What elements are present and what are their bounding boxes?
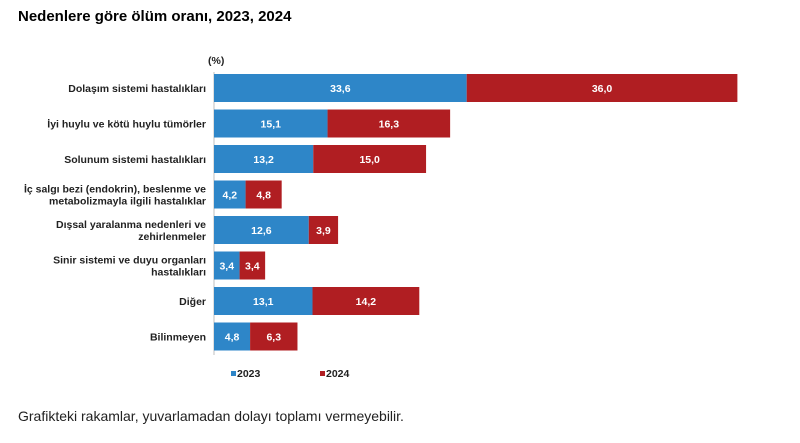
bar-2023 — [214, 145, 314, 173]
bar-2023 — [214, 109, 328, 138]
data-label-2024: 3,9 — [316, 225, 331, 237]
bar-2024 — [308, 216, 339, 244]
data-label-2024: 36,0 — [592, 83, 613, 95]
category-label: Solunum sistemi hastalıkları — [64, 154, 206, 166]
category-label: Diğer — [179, 296, 206, 308]
data-label-2023: 4,2 — [222, 190, 237, 202]
data-label-2024: 6,3 — [266, 332, 281, 344]
bar-2023 — [214, 251, 240, 280]
data-label-2023: 12,6 — [251, 225, 272, 237]
data-label-2023: 13,2 — [253, 154, 274, 166]
category-label: Dolaşım sistemi hastalıkları — [68, 83, 206, 95]
category-label: Bilinmeyen — [150, 332, 206, 344]
data-label-2023: 13,1 — [253, 296, 274, 308]
data-label-2024: 4,8 — [256, 190, 271, 202]
legend-swatch-2023 — [231, 371, 236, 376]
bar-2023 — [214, 74, 467, 102]
bar-2024 — [327, 109, 451, 138]
data-label-2023: 33,6 — [330, 83, 351, 95]
data-label-2024: 3,4 — [245, 261, 260, 273]
bar-2024 — [313, 145, 427, 173]
bar-2023 — [214, 322, 251, 351]
data-label-2023: 4,8 — [225, 332, 240, 344]
chart-title: Nedenlere göre ölüm oranı, 2023, 2024 — [18, 8, 292, 25]
category-label: İyi huylu ve kötü huylu tümörler — [47, 118, 206, 131]
bar-2024 — [239, 251, 266, 280]
data-label-2024: 15,0 — [359, 154, 380, 166]
category-label: İç salgı bezi (endokrin), beslenme ve met… — [24, 183, 206, 208]
bar-2024 — [466, 74, 738, 102]
footnote: Grafikteki rakamlar, yuvarlamadan dolayı… — [18, 408, 404, 424]
data-label-2023: 3,4 — [219, 261, 234, 273]
bar-2024 — [245, 180, 282, 209]
legend-label-2024: 2024 — [326, 368, 350, 380]
bar-2023 — [214, 216, 309, 244]
legend-swatch-2024 — [320, 371, 325, 376]
bar-2024 — [312, 287, 420, 315]
category-label: Sinir sistemi ve duyu organları hastalıkl… — [53, 255, 206, 279]
data-label-2024: 16,3 — [379, 119, 400, 131]
bar-2024 — [250, 322, 298, 351]
data-label-2023: 15,1 — [261, 119, 282, 131]
bar-2023 — [214, 287, 313, 315]
legend-label-2023: 2023 — [237, 368, 261, 380]
category-label: Dışsal yaralanma nedenleri ve zehirlenmel… — [56, 219, 206, 243]
data-label-2024: 14,2 — [356, 296, 377, 308]
unit-label: (%) — [208, 55, 224, 67]
bar-2023 — [214, 180, 246, 209]
